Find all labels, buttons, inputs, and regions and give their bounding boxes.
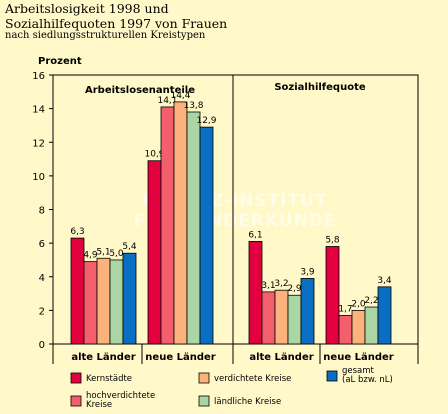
bar-value-label: 14,1 [157,96,177,106]
bar [261,291,276,345]
bar-value-label: 12,9 [196,116,216,126]
bar [287,294,302,345]
bar [147,160,162,345]
bar [122,252,137,345]
legend-label: (aL bzw. nL) [342,375,393,385]
bar [160,106,175,345]
x-category-label: alte Länder [71,352,135,363]
title-line-1: Arbeitslosigkeit 1998 und [5,1,169,16]
bar [186,111,201,345]
y-tick-label: 4 [39,273,45,284]
bar [109,259,124,345]
bar [199,126,214,345]
y-tick-label: 2 [39,306,45,317]
bar-value-label: 3,1 [261,281,275,291]
legend-label: Kernstädte [86,374,132,384]
bar [351,309,366,345]
chart-title: Arbeitslosigkeit 1998 und Sozialhilfequo… [5,1,227,31]
y-tick-label: 0 [39,340,45,351]
legend-swatch [326,370,338,382]
bar-value-label: 6,3 [70,227,84,237]
bar-value-label: 1,7 [338,304,352,314]
y-tick-label: 16 [32,71,45,82]
y-axis-label: Prozent [38,56,82,67]
legend-swatch [70,395,82,407]
legend-label: Kreise [86,400,112,410]
bar-value-label: 2,2 [364,296,378,306]
bar-value-label: 3,2 [274,279,288,289]
bar-value-label: 3,9 [300,267,315,277]
bar-value-label: 13,8 [183,101,203,111]
legend-label: hochverdichtete [86,391,155,401]
legend-label: ländliche Kreise [214,397,281,407]
bar [83,261,98,345]
panel-title-arbeitslosenanteile: Arbeitslosenanteile [85,85,195,96]
bar [248,241,263,345]
chart-subtitle: nach siedlungsstrukturellen Kreistypen [5,30,206,41]
x-category-label: alte Länder [249,352,313,363]
bar [364,306,379,345]
bar-value-label: 5,8 [325,235,340,245]
bar-value-label: 2,9 [287,284,302,294]
legend-swatch [198,395,210,407]
bar [70,237,85,345]
bar [173,101,188,345]
bar [96,257,111,345]
bar-value-label: 10,9 [144,150,164,160]
y-tick-label: 12 [32,138,45,149]
legend-swatch [70,372,82,384]
bar-value-label: 14,4 [170,91,190,101]
y-tick-label: 14 [32,105,45,116]
bar-value-label: 6,1 [248,230,262,240]
legend-label: verdichtete Kreise [214,374,291,384]
bar-value-label: 4,9 [83,251,98,261]
bar [377,286,392,345]
bar-value-label: 3,4 [377,276,392,286]
bar-value-label: 5,1 [96,247,110,257]
bar-value-label: 2,0 [351,299,366,309]
title-line-2: Sozialhilfequoten 1997 von Frauen [5,16,228,31]
y-tick-label: 10 [32,172,45,183]
x-category-label: neue Länder [145,352,215,363]
legend-swatch [198,372,210,384]
bar [325,246,340,345]
y-tick-label: 6 [39,239,45,250]
bar-value-label: 5,4 [122,242,137,252]
bar-value-label: 5,0 [109,249,124,259]
legend-label: gesamt [342,366,375,376]
bar [338,315,353,345]
panel-title-sozialhilfequote: Sozialhilfequote [274,82,366,93]
bar [300,278,315,345]
bar [274,289,289,345]
y-tick-label: 8 [39,206,45,217]
x-category-label: neue Länder [323,352,393,363]
